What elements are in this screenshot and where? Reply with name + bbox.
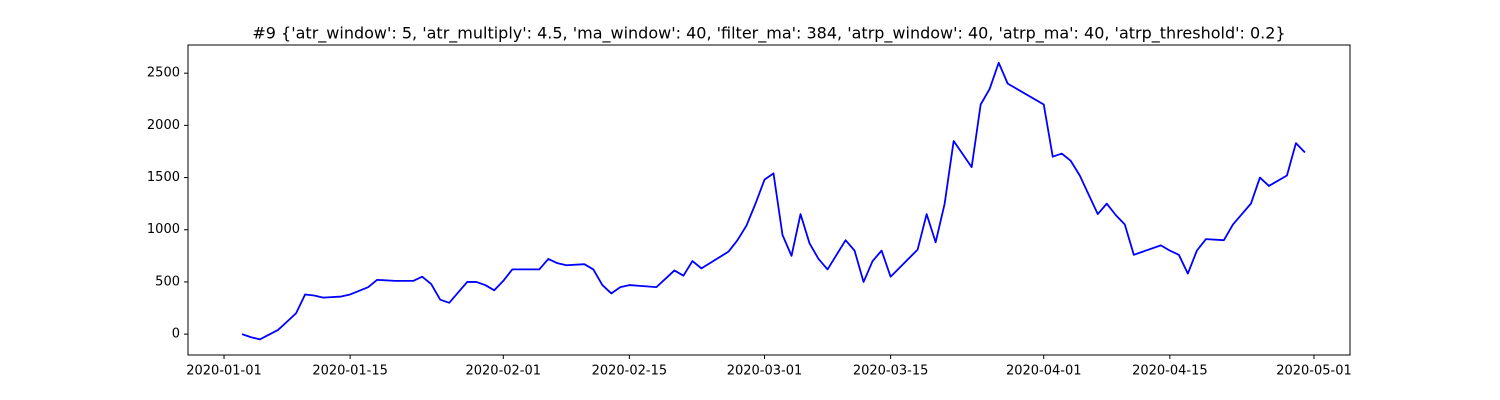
x-tick-label: 2020-05-01 xyxy=(1276,364,1352,379)
x-tick-label: 2020-04-01 xyxy=(1006,364,1082,379)
y-tick-label: 2000 xyxy=(147,118,180,133)
x-tick-label: 2020-03-15 xyxy=(853,364,929,379)
x-tick-label: 2020-03-01 xyxy=(727,364,803,379)
x-tick-label: 2020-04-15 xyxy=(1132,364,1208,379)
x-tick-label: 2020-01-01 xyxy=(186,364,262,379)
y-tick-label: 500 xyxy=(155,274,180,289)
line xyxy=(241,61,1306,341)
chart-title: #9 {'atr_window': 5, 'atr_multiply': 4.5… xyxy=(252,24,1285,44)
plot-frame xyxy=(187,44,1351,356)
y-tick-label: 2500 xyxy=(147,66,180,81)
x-tick-label: 2020-02-01 xyxy=(465,364,541,379)
y-tick-label: 1500 xyxy=(147,170,180,185)
x-tick-label: 2020-01-15 xyxy=(312,364,388,379)
y-tick-label: 0 xyxy=(172,327,180,342)
y-tick-label: 1000 xyxy=(147,222,180,237)
x-tick-label: 2020-02-15 xyxy=(592,364,668,379)
